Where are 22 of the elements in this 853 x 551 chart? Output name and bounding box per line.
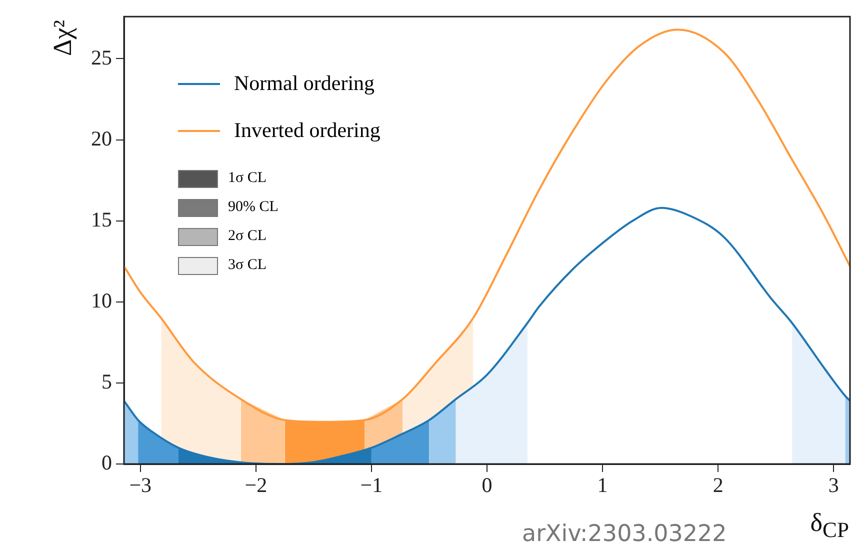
- x-tick-label: −2: [244, 473, 268, 498]
- x-tick-label: 1: [597, 473, 608, 498]
- legend-label: Inverted ordering: [234, 118, 380, 143]
- y-axis-title: Δχ²: [48, 20, 78, 56]
- y-tick-label: 20: [91, 126, 112, 150]
- y-tick-label: 0: [102, 450, 112, 475]
- legend-label: Normal ordering: [234, 71, 375, 96]
- x-tick-label: −3: [129, 473, 152, 498]
- y-tick-label: 10: [91, 288, 112, 312]
- text: arXiv:2303.03222: [522, 521, 727, 547]
- y-tick-label: 5: [102, 369, 112, 394]
- y-tick-label: 15: [91, 207, 112, 232]
- x-tick-label: −1: [360, 473, 383, 498]
- x-tick-label: 2: [712, 473, 724, 498]
- annotation: 2σ CL: [228, 228, 267, 245]
- annotation: 90% CL: [228, 199, 278, 216]
- y-tick-label: 25: [91, 45, 112, 70]
- annotation: 3σ CL: [228, 257, 267, 274]
- x-tick-label: 0: [482, 473, 492, 498]
- x-axis-title: δ$_{CP}$: [810, 508, 849, 544]
- annotation: 1σ CL: [228, 170, 267, 187]
- x-tick-label: 3: [828, 473, 839, 498]
